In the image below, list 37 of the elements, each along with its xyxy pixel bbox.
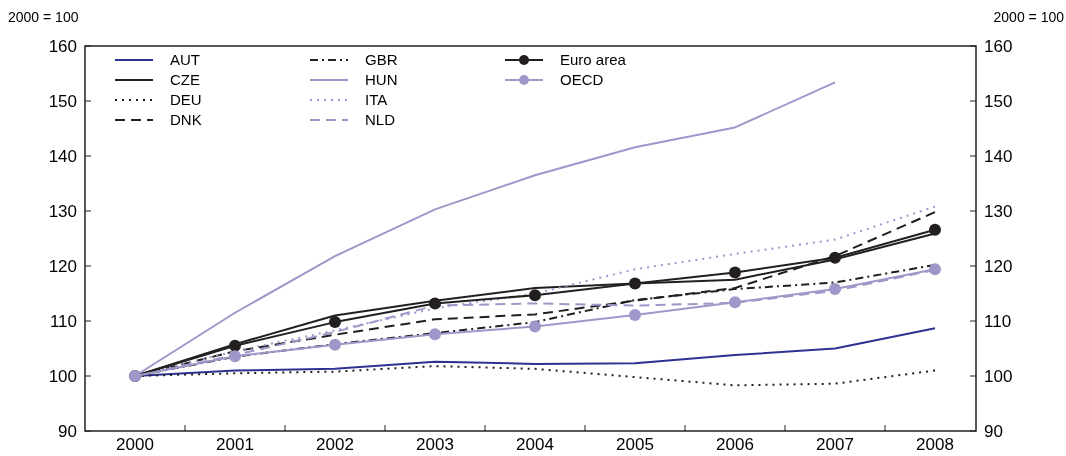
x-tick-label: 2008: [916, 435, 954, 454]
y2-tick-label: 150: [984, 91, 1013, 111]
y-tick-label: 150: [48, 91, 77, 111]
y2-tick-label: 140: [984, 146, 1013, 166]
y2-tick-label: 100: [984, 366, 1013, 386]
y-tick-label: 130: [48, 201, 77, 221]
legend-label: OECD: [560, 71, 604, 89]
x-tick-label: 2006: [716, 435, 754, 454]
legend-label: HUN: [365, 71, 398, 89]
y-tick-label: 90: [58, 421, 77, 441]
legend-label: Euro area: [560, 51, 627, 69]
legend-label: NLD: [365, 111, 396, 129]
y-tick-label: 160: [48, 36, 77, 56]
x-tick-label: 2001: [216, 435, 254, 454]
x-tick-label: 2005: [616, 435, 654, 454]
x-tick-label: 2004: [516, 435, 554, 454]
legend-label: AUT: [170, 51, 200, 69]
x-tick-label: 2000: [116, 435, 154, 454]
y-tick-label: 140: [48, 146, 77, 166]
x-tick-label: 2007: [816, 435, 854, 454]
x-tick-label: 2003: [416, 435, 454, 454]
legend-label: ITA: [365, 91, 388, 109]
y2-tick-label: 90: [984, 421, 1003, 441]
legend-label: DNK: [170, 111, 202, 129]
x-tick-label: 2002: [316, 435, 354, 454]
y-tick-label: 100: [48, 366, 77, 386]
y-tick-label: 110: [49, 311, 77, 331]
y-axis-title: 2000 = 100: [8, 9, 79, 25]
y2-tick-label: 110: [984, 311, 1012, 331]
y2-tick-label: 160: [984, 36, 1013, 56]
y-tick-label: 120: [48, 256, 77, 276]
y2-tick-label: 130: [984, 201, 1013, 221]
y2-axis-title: 2000 = 100: [993, 9, 1065, 25]
legend-label: GBR: [365, 51, 398, 69]
legend-label: DEU: [170, 91, 202, 109]
legend-label: CZE: [170, 71, 200, 89]
y2-tick-label: 120: [984, 256, 1013, 276]
